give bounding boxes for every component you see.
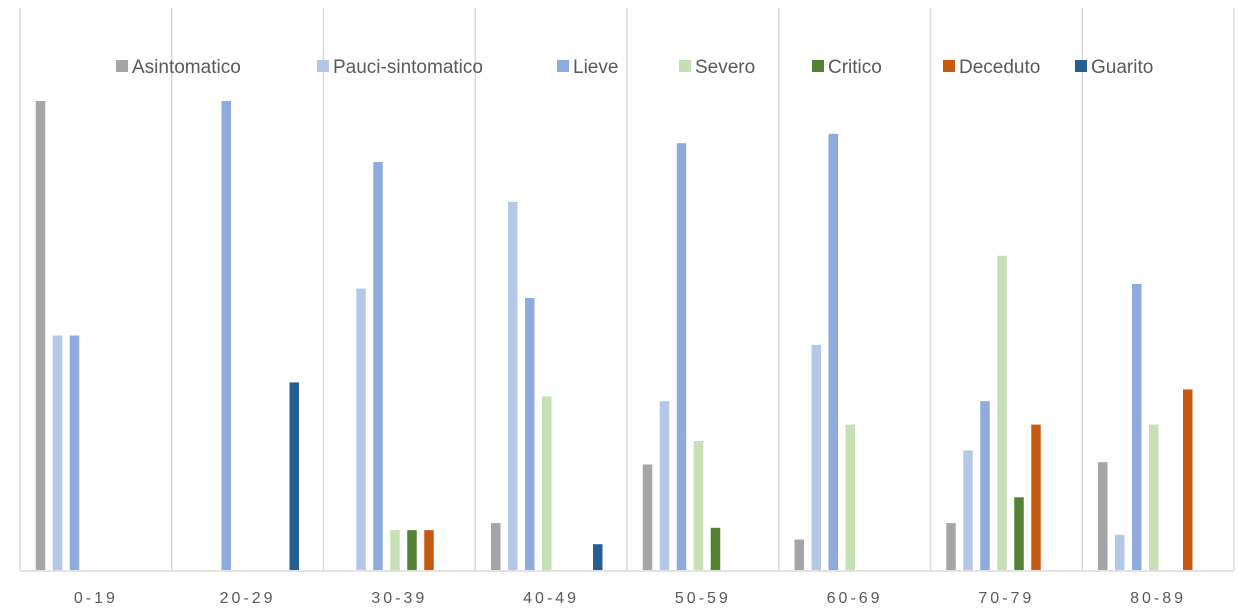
- legend-swatch: [943, 60, 955, 72]
- legend-label: Severo: [695, 57, 755, 78]
- bar-pauci-sintomatico-40-49: [508, 201, 518, 570]
- legend-item-critico: Critico: [812, 57, 882, 78]
- bar-asintomatico-40-49: [491, 523, 501, 570]
- bar-lieve-30-39: [373, 161, 383, 570]
- bar-lieve-0-19: [69, 335, 80, 570]
- bar-severo-70-79: [997, 255, 1007, 570]
- bar-lieve-50-59: [676, 143, 687, 570]
- bar-pauci-sintomatico-50-59: [659, 401, 670, 570]
- bar-deceduto-70-79: [1031, 424, 1041, 570]
- bar-asintomatico-60-69: [794, 539, 804, 570]
- bar-severo-40-49: [542, 396, 552, 570]
- legend-label: Deceduto: [959, 57, 1040, 78]
- bar-asintomatico-50-59: [642, 464, 653, 570]
- legend: Asintomatico Pauci-sintomatico Lieve Severo…: [116, 57, 1153, 78]
- bar-guarito-40-49: [593, 544, 603, 570]
- legend-label: Guarito: [1091, 57, 1153, 78]
- bar-lieve-60-69: [828, 133, 838, 570]
- bar-critico-50-59: [710, 527, 721, 570]
- bar-lieve-40-49: [525, 297, 535, 570]
- legend-item-guarito: Guarito: [1075, 57, 1153, 78]
- x-tick-label: 60-69: [827, 590, 883, 607]
- x-tick-label: 50-59: [675, 590, 731, 607]
- legend-label: Lieve: [573, 57, 618, 78]
- x-tick-label: 20-29: [220, 590, 276, 607]
- bar-pauci-sintomatico-30-39: [356, 288, 366, 570]
- legend-item-deceduto: Deceduto: [943, 57, 1040, 78]
- bar-deceduto-80-89: [1183, 389, 1193, 570]
- legend-item-asintomatico: Asintomatico: [116, 57, 241, 78]
- bar-severo-30-39: [390, 530, 400, 570]
- legend-swatch: [557, 60, 569, 72]
- legend-swatch: [317, 60, 329, 72]
- bar-pauci-sintomatico-70-79: [963, 450, 973, 570]
- x-tick-label: 40-49: [523, 590, 579, 607]
- bar-asintomatico-0-19: [35, 101, 46, 570]
- bar-asintomatico-80-89: [1098, 462, 1108, 570]
- gridlines: [19, 8, 1235, 570]
- bar-lieve-80-89: [1132, 283, 1142, 570]
- legend-swatch: [116, 60, 128, 72]
- bar-lieve-70-79: [980, 401, 990, 570]
- bar-pauci-sintomatico-60-69: [811, 344, 821, 570]
- legend-swatch: [679, 60, 691, 72]
- x-tick-label: 70-79: [978, 590, 1034, 607]
- legend-label: Critico: [828, 57, 882, 78]
- bar-severo-60-69: [845, 424, 855, 570]
- bar-severo-50-59: [693, 441, 704, 570]
- legend-swatch: [812, 60, 824, 72]
- bar-lieve-20-29: [221, 101, 231, 570]
- x-tick-labels: 0-19 20-29 30-39 40-49 50-59 60-69 70-79 80-89: [74, 590, 1186, 607]
- bar-critico-70-79: [1014, 497, 1024, 570]
- legend-item-severo: Severo: [679, 57, 755, 78]
- bars: [35, 101, 1193, 570]
- x-tick-label: 0-19: [74, 590, 118, 607]
- bar-pauci-sintomatico-80-89: [1115, 534, 1125, 570]
- bar-critico-30-39: [407, 530, 417, 570]
- legend-item-pauci-sintomatico: Pauci-sintomatico: [317, 57, 483, 78]
- legend-item-lieve: Lieve: [557, 57, 618, 78]
- legend-label: Pauci-sintomatico: [333, 57, 483, 78]
- legend-swatch: [1075, 60, 1087, 72]
- legend-label: Asintomatico: [132, 57, 241, 78]
- x-tick-label: 30-39: [371, 590, 427, 607]
- x-tick-label: 80-89: [1130, 590, 1186, 607]
- bar-guarito-20-29: [289, 382, 299, 570]
- bar-asintomatico-70-79: [946, 523, 956, 570]
- bar-severo-80-89: [1149, 424, 1159, 570]
- bar-deceduto-30-39: [424, 530, 434, 570]
- bar-pauci-sintomatico-0-19: [52, 335, 63, 570]
